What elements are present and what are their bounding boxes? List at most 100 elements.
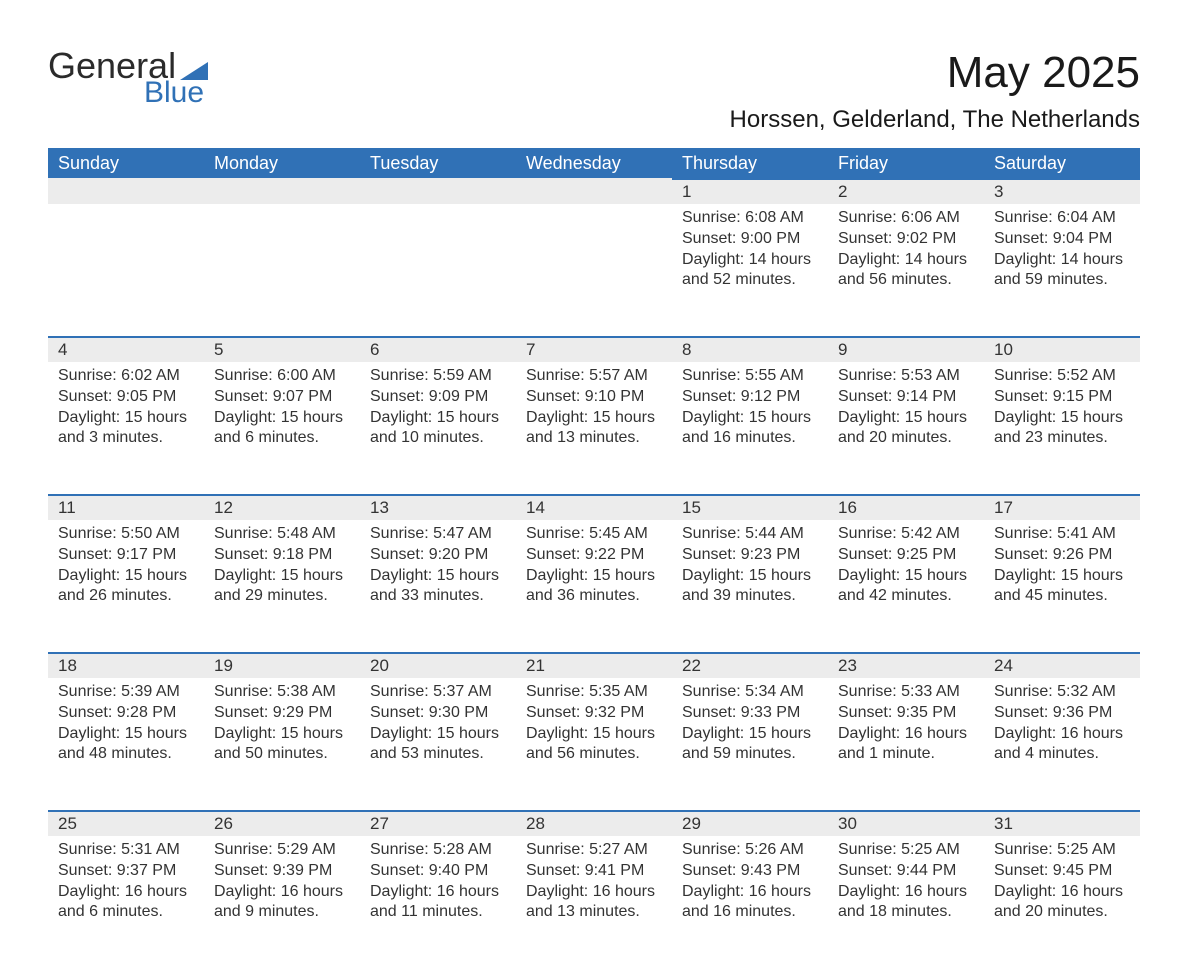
day-number-cell: 23: [828, 652, 984, 678]
daylight-text: Daylight: 14 hours: [682, 250, 818, 271]
day-number-cell: 6: [360, 336, 516, 362]
sunset-text: Sunset: 9:32 PM: [526, 703, 662, 724]
daylight-text: Daylight: 16 hours: [214, 882, 350, 903]
daylight-text: Daylight: 15 hours: [682, 566, 818, 587]
week-daynum-row: 25262728293031: [48, 810, 1140, 836]
day-details: Sunrise: 5:39 AMSunset: 9:28 PMDaylight:…: [48, 678, 204, 765]
day-details: Sunrise: 5:59 AMSunset: 9:09 PMDaylight:…: [360, 362, 516, 449]
day-details: Sunrise: 5:35 AMSunset: 9:32 PMDaylight:…: [516, 678, 672, 765]
page-header: General Blue May 2025 Horssen, Gelderlan…: [48, 48, 1140, 144]
day-details: Sunrise: 6:02 AMSunset: 9:05 PMDaylight:…: [48, 362, 204, 449]
sunset-text: Sunset: 9:15 PM: [994, 387, 1130, 408]
daylight-text: and 29 minutes.: [214, 586, 350, 607]
daylight-text: and 59 minutes.: [994, 270, 1130, 291]
day-number-cell: 24: [984, 652, 1140, 678]
day-details: Sunrise: 5:42 AMSunset: 9:25 PMDaylight:…: [828, 520, 984, 607]
calendar-body: 123Sunrise: 6:08 AMSunset: 9:00 PMDaylig…: [48, 178, 1140, 968]
title-block: May 2025 Horssen, Gelderland, The Nether…: [730, 48, 1140, 144]
sunset-text: Sunset: 9:09 PM: [370, 387, 506, 408]
sunset-text: Sunset: 9:44 PM: [838, 861, 974, 882]
sunrise-text: Sunrise: 5:47 AM: [370, 524, 506, 545]
day-number: 9: [828, 336, 984, 362]
day-cell: Sunrise: 6:02 AMSunset: 9:05 PMDaylight:…: [48, 362, 204, 494]
day-cell: Sunrise: 5:29 AMSunset: 9:39 PMDaylight:…: [204, 836, 360, 968]
day-details: Sunrise: 5:48 AMSunset: 9:18 PMDaylight:…: [204, 520, 360, 607]
daylight-text: Daylight: 15 hours: [526, 408, 662, 429]
day-number-cell: 18: [48, 652, 204, 678]
day-number-cell: 25: [48, 810, 204, 836]
daylight-text: and 56 minutes.: [838, 270, 974, 291]
daylight-text: and 59 minutes.: [682, 744, 818, 765]
daylight-text: and 52 minutes.: [682, 270, 818, 291]
day-cell: Sunrise: 5:41 AMSunset: 9:26 PMDaylight:…: [984, 520, 1140, 652]
daylight-text: and 13 minutes.: [526, 902, 662, 923]
day-cell: Sunrise: 5:32 AMSunset: 9:36 PMDaylight:…: [984, 678, 1140, 810]
sunset-text: Sunset: 9:20 PM: [370, 545, 506, 566]
daylight-text: Daylight: 16 hours: [994, 882, 1130, 903]
sunset-text: Sunset: 9:45 PM: [994, 861, 1130, 882]
sunset-text: Sunset: 9:18 PM: [214, 545, 350, 566]
daylight-text: and 26 minutes.: [58, 586, 194, 607]
sunrise-text: Sunrise: 5:28 AM: [370, 840, 506, 861]
day-cell: Sunrise: 5:39 AMSunset: 9:28 PMDaylight:…: [48, 678, 204, 810]
day-number-cell: 26: [204, 810, 360, 836]
brand-logo: General Blue: [48, 48, 208, 108]
sunset-text: Sunset: 9:28 PM: [58, 703, 194, 724]
day-number: 15: [672, 494, 828, 520]
sunrise-text: Sunrise: 5:59 AM: [370, 366, 506, 387]
day-cell: Sunrise: 5:33 AMSunset: 9:35 PMDaylight:…: [828, 678, 984, 810]
day-details: Sunrise: 5:25 AMSunset: 9:45 PMDaylight:…: [984, 836, 1140, 923]
day-number: 10: [984, 336, 1140, 362]
sunset-text: Sunset: 9:41 PM: [526, 861, 662, 882]
sunset-text: Sunset: 9:04 PM: [994, 229, 1130, 250]
daylight-text: and 56 minutes.: [526, 744, 662, 765]
day-number: 30: [828, 810, 984, 836]
daylight-text: Daylight: 16 hours: [526, 882, 662, 903]
daylight-text: and 16 minutes.: [682, 902, 818, 923]
sunset-text: Sunset: 9:35 PM: [838, 703, 974, 724]
day-details: Sunrise: 6:04 AMSunset: 9:04 PMDaylight:…: [984, 204, 1140, 291]
sunset-text: Sunset: 9:07 PM: [214, 387, 350, 408]
sunrise-text: Sunrise: 5:50 AM: [58, 524, 194, 545]
day-details: Sunrise: 5:52 AMSunset: 9:15 PMDaylight:…: [984, 362, 1140, 449]
daylight-text: Daylight: 16 hours: [58, 882, 194, 903]
day-cell: Sunrise: 5:37 AMSunset: 9:30 PMDaylight:…: [360, 678, 516, 810]
day-cell: Sunrise: 5:53 AMSunset: 9:14 PMDaylight:…: [828, 362, 984, 494]
col-header: Thursday: [672, 148, 828, 178]
day-number-cell: 30: [828, 810, 984, 836]
day-number: 20: [360, 652, 516, 678]
sunset-text: Sunset: 9:00 PM: [682, 229, 818, 250]
sunset-text: Sunset: 9:17 PM: [58, 545, 194, 566]
day-details: Sunrise: 6:06 AMSunset: 9:02 PMDaylight:…: [828, 204, 984, 291]
day-number: 8: [672, 336, 828, 362]
sunrise-text: Sunrise: 5:57 AM: [526, 366, 662, 387]
week-body-row: Sunrise: 5:39 AMSunset: 9:28 PMDaylight:…: [48, 678, 1140, 810]
sunrise-text: Sunrise: 5:33 AM: [838, 682, 974, 703]
daylight-text: and 16 minutes.: [682, 428, 818, 449]
sunset-text: Sunset: 9:22 PM: [526, 545, 662, 566]
sunset-text: Sunset: 9:37 PM: [58, 861, 194, 882]
day-cell: Sunrise: 5:55 AMSunset: 9:12 PMDaylight:…: [672, 362, 828, 494]
day-details: Sunrise: 5:34 AMSunset: 9:33 PMDaylight:…: [672, 678, 828, 765]
daylight-text: Daylight: 15 hours: [682, 408, 818, 429]
day-number: 14: [516, 494, 672, 520]
daylight-text: Daylight: 15 hours: [526, 566, 662, 587]
day-cell: Sunrise: 5:35 AMSunset: 9:32 PMDaylight:…: [516, 678, 672, 810]
calendar-page: General Blue May 2025 Horssen, Gelderlan…: [0, 0, 1188, 968]
day-cell: Sunrise: 5:45 AMSunset: 9:22 PMDaylight:…: [516, 520, 672, 652]
daylight-text: and 6 minutes.: [214, 428, 350, 449]
day-cell: Sunrise: 5:44 AMSunset: 9:23 PMDaylight:…: [672, 520, 828, 652]
day-number: 2: [828, 178, 984, 204]
daylight-text: Daylight: 15 hours: [214, 566, 350, 587]
day-number: 23: [828, 652, 984, 678]
daylight-text: Daylight: 15 hours: [994, 408, 1130, 429]
sunrise-text: Sunrise: 6:00 AM: [214, 366, 350, 387]
day-details: Sunrise: 5:31 AMSunset: 9:37 PMDaylight:…: [48, 836, 204, 923]
sunrise-text: Sunrise: 5:48 AM: [214, 524, 350, 545]
daylight-text: and 20 minutes.: [838, 428, 974, 449]
daylight-text: Daylight: 16 hours: [370, 882, 506, 903]
daylight-text: Daylight: 15 hours: [838, 408, 974, 429]
day-cell: Sunrise: 5:26 AMSunset: 9:43 PMDaylight:…: [672, 836, 828, 968]
sunrise-text: Sunrise: 6:02 AM: [58, 366, 194, 387]
day-cell: Sunrise: 5:38 AMSunset: 9:29 PMDaylight:…: [204, 678, 360, 810]
